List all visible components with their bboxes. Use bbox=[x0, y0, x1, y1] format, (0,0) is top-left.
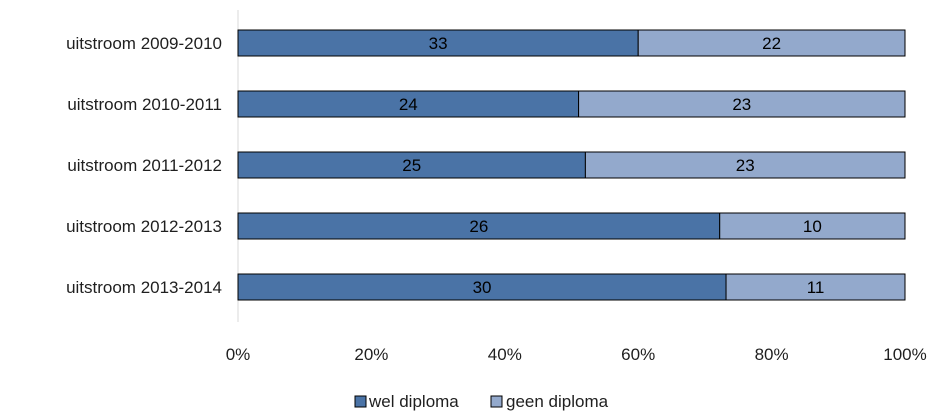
legend-label: wel diploma bbox=[368, 392, 459, 411]
category-labels: uitstroom 2009-2010 uitstroom 2010-2011 ui… bbox=[66, 34, 222, 297]
data-label: 24 bbox=[399, 95, 418, 114]
x-tick-label: 40% bbox=[488, 345, 522, 364]
bar-segment-wel-diploma bbox=[237, 273, 727, 301]
x-tick-label: 100% bbox=[883, 345, 926, 364]
data-label: 23 bbox=[732, 95, 751, 114]
category-label: uitstroom 2009-2010 bbox=[66, 34, 222, 53]
bar-segment-geen-diploma bbox=[637, 29, 906, 57]
x-tick-label: 20% bbox=[354, 345, 388, 364]
bar-segment-geen-diploma bbox=[584, 151, 906, 179]
category-label: uitstroom 2012-2013 bbox=[66, 217, 222, 236]
legend-label: geen diploma bbox=[506, 392, 609, 411]
category-label: uitstroom 2011-2012 bbox=[67, 156, 222, 175]
data-label: 22 bbox=[762, 34, 781, 53]
category-label: uitstroom 2010-2011 bbox=[67, 95, 222, 114]
x-tick-label: 80% bbox=[755, 345, 789, 364]
legend-swatch bbox=[354, 395, 367, 408]
x-tick-label: 60% bbox=[621, 345, 655, 364]
data-label: 30 bbox=[473, 278, 492, 297]
legend: wel diploma geen diploma bbox=[354, 392, 609, 411]
category-label: uitstroom 2013-2014 bbox=[66, 278, 222, 297]
bar-segment-geen-diploma bbox=[725, 273, 906, 301]
data-label: 33 bbox=[429, 34, 448, 53]
data-label: 23 bbox=[736, 156, 755, 175]
data-label: 25 bbox=[402, 156, 421, 175]
legend-swatch bbox=[490, 395, 503, 408]
bar-segment-geen-diploma bbox=[578, 90, 906, 118]
bars: 33 22 24 23 25 23 26 10 30 11 bbox=[237, 29, 906, 301]
x-axis-ticks: 0% 20% 40% 60% 80% 100% bbox=[226, 345, 927, 364]
bar-segment-wel-diploma bbox=[237, 90, 580, 118]
x-tick-label: 0% bbox=[226, 345, 251, 364]
data-label: 26 bbox=[469, 217, 488, 236]
bar-segment-geen-diploma bbox=[719, 212, 906, 240]
data-label: 10 bbox=[803, 217, 822, 236]
data-label: 11 bbox=[807, 278, 825, 297]
